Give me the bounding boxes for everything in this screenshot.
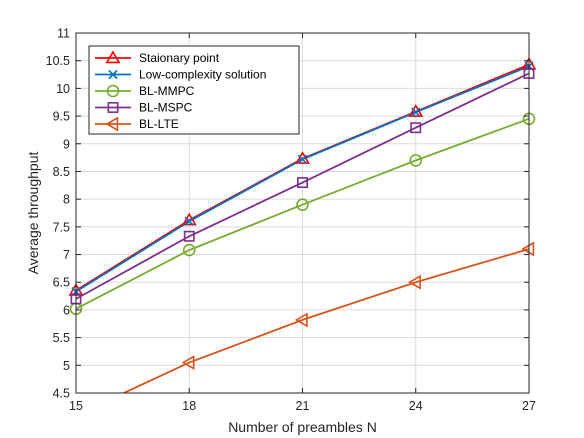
legend-label: Staionary point (139, 51, 220, 65)
x-tick-label: 21 (296, 399, 310, 413)
ticks (75, 32, 530, 394)
legend-item: BL-MSPC (95, 101, 193, 115)
x-axis-title: Number of preambles N (228, 419, 377, 435)
y-tick-label: 7 (63, 248, 70, 262)
legend-marker (105, 50, 121, 64)
legend-marker (105, 116, 119, 132)
y-tick-label: 9 (63, 137, 70, 151)
data-point-2 (296, 198, 309, 211)
legend-label: Low-complexity solution (139, 68, 266, 82)
data-point-0 (408, 103, 424, 117)
y-tick-label: 9.5 (53, 110, 70, 124)
data-point-4 (294, 312, 308, 328)
y-tick-label: 10 (56, 82, 70, 96)
y-tick-label: 5 (63, 359, 70, 373)
legend-box (88, 45, 300, 135)
legend-marker (107, 102, 119, 113)
x-tick-label: 18 (182, 399, 196, 413)
y-axis-title: Average throughput (25, 152, 41, 275)
data-point-4 (408, 274, 421, 290)
data-point-2 (409, 154, 423, 167)
y-tick-label: 5.5 (53, 331, 70, 345)
x-tick-label: 27 (522, 399, 536, 413)
data-point-4 (521, 241, 535, 257)
legend-label: BL-MSPC (139, 101, 193, 115)
data-point-3 (410, 122, 422, 134)
data-point-1 (297, 154, 308, 164)
data-point-4 (181, 355, 195, 370)
tick-labels: 15 18 21 24 27 4.5 5 5.5 6 6.5 7 7.5 8 8.5 9 9.5 10 10.5 1… (46, 27, 536, 414)
series-line-2 (76, 118, 529, 310)
legend-item: Low-complexity solution (95, 68, 266, 82)
y-tick-label: 6.5 (53, 276, 70, 290)
series-line-4 (121, 248, 529, 393)
x-tick-label: 24 (409, 399, 423, 413)
legend-marker (108, 69, 118, 80)
y-tick-label: 8 (63, 193, 70, 207)
legend-item: Staionary point (95, 50, 220, 65)
y-tick-label: 11 (57, 27, 70, 41)
data-point-1 (411, 107, 421, 117)
legend-label: BL-MMPC (139, 84, 195, 98)
data-point-2 (182, 243, 196, 257)
x-tick-label: 15 (69, 399, 83, 413)
y-tick-label: 7.5 (53, 220, 70, 234)
y-tick-label: 6 (63, 303, 70, 317)
y-tick-label: 10.5 (46, 54, 70, 68)
legend-item: BL-LTE (95, 116, 179, 132)
legend-label: BL-LTE (139, 117, 179, 131)
legend: Staionary point Low-complexity solution BL… (88, 45, 300, 135)
data-point-3 (297, 177, 308, 189)
y-tick-label: 4.5 (53, 387, 70, 401)
data-point-3 (183, 230, 195, 242)
legend-marker (106, 84, 120, 98)
data-point-0 (295, 151, 310, 164)
series-line-3 (76, 72, 529, 300)
data-point-1 (184, 216, 194, 226)
legend-item: BL-MMPC (95, 84, 195, 98)
y-tick-label: 8.5 (53, 165, 70, 179)
